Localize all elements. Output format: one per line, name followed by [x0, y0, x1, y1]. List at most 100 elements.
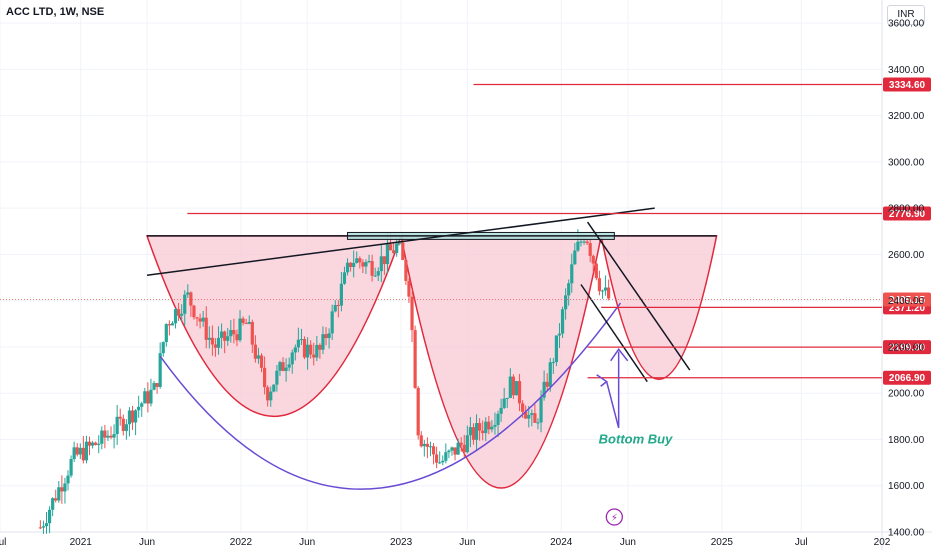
cup-shape-2	[400, 235, 603, 489]
candle-body	[545, 381, 549, 387]
candle-body	[256, 355, 261, 359]
candle-body	[173, 309, 178, 324]
candle-body	[484, 421, 488, 434]
candle-body	[453, 447, 457, 455]
price-level-tag	[883, 77, 931, 92]
candle-body	[327, 333, 331, 339]
candle-body	[345, 262, 350, 273]
candle-body	[312, 354, 316, 358]
y-tick-label: 3000.00	[888, 157, 925, 168]
candle-body	[97, 443, 101, 445]
candle-body	[456, 442, 460, 455]
y-tick-label: 2000.00	[888, 389, 925, 400]
candle-body	[109, 435, 113, 438]
candle-body	[137, 406, 141, 411]
cup-shape-1	[145, 235, 403, 417]
candle-body	[315, 344, 319, 358]
candle-body	[309, 344, 313, 355]
candle-body	[330, 311, 334, 334]
candle-body	[508, 376, 512, 398]
candle-body	[404, 259, 408, 281]
candle-body	[140, 403, 144, 407]
candle-body	[401, 242, 405, 260]
candle-body	[269, 391, 273, 401]
currency-button[interactable]: INR	[887, 5, 925, 25]
candle-body	[176, 309, 181, 316]
price-level-label: 2371.20	[889, 303, 926, 314]
candle-body	[419, 435, 423, 447]
candle-body	[195, 317, 199, 319]
candle-body	[392, 250, 396, 253]
y-tick-label: 3400.00	[888, 65, 925, 76]
candle-body	[474, 423, 479, 440]
candle-body	[438, 462, 442, 464]
candle-body	[444, 452, 448, 461]
candle-body	[339, 283, 343, 306]
candle-body	[376, 271, 380, 276]
candle-body	[579, 241, 583, 243]
candle-body	[238, 318, 242, 341]
candle-body	[266, 387, 270, 401]
candle-body	[106, 435, 110, 438]
candle-body	[164, 324, 168, 343]
candle-body	[223, 331, 227, 341]
candle-body	[450, 447, 454, 451]
candle-body	[81, 447, 85, 461]
up-arrow	[605, 351, 620, 429]
candle-body	[324, 334, 328, 339]
candle-body	[499, 407, 503, 414]
candle-body	[385, 244, 390, 265]
annotation-bottom-buy: Bottom Buy	[599, 431, 673, 446]
candle-body	[253, 344, 257, 359]
y-tick-label: 2400.00	[888, 296, 925, 307]
candle-body	[333, 304, 337, 312]
candle-body	[459, 442, 463, 445]
candle-body	[514, 381, 519, 396]
candle-body	[530, 413, 534, 416]
candle-body	[204, 317, 208, 340]
candle-body	[505, 397, 509, 399]
candle-body	[284, 367, 288, 371]
candle-body	[121, 418, 125, 431]
candle-body	[127, 410, 132, 425]
price-level-label: 2066.90	[889, 373, 926, 384]
candle-body	[364, 262, 368, 267]
candle-body	[57, 487, 61, 501]
candle-body	[66, 475, 70, 484]
trendline	[586, 221, 691, 371]
candle-body	[241, 318, 245, 323]
arrow-head	[610, 348, 629, 362]
candle-body	[557, 333, 562, 336]
candle-body	[152, 383, 156, 390]
candle-body	[219, 331, 224, 338]
y-tick-label: 3600.00	[888, 19, 925, 30]
candle-body	[496, 413, 500, 425]
big-cup-curve	[159, 302, 622, 490]
candle-body	[536, 422, 540, 424]
price-level-tag	[883, 340, 931, 355]
candle-body	[407, 280, 411, 297]
candle-body	[103, 430, 107, 438]
x-tick-label: 2021	[70, 537, 93, 548]
candle-body	[44, 523, 49, 527]
candle-body	[431, 446, 436, 455]
candle-body	[588, 243, 592, 256]
candle-body	[192, 305, 196, 318]
price-level-tag	[883, 206, 931, 221]
candle-body	[201, 317, 205, 322]
candle-body	[60, 487, 64, 492]
candle-body	[379, 256, 383, 272]
candle-body	[336, 304, 340, 306]
candle-body	[511, 376, 516, 396]
candle-body	[63, 483, 67, 492]
price-level-tag	[883, 370, 931, 385]
candle-body	[527, 415, 531, 419]
candle-body	[548, 362, 552, 387]
candle-body	[465, 435, 469, 453]
candle-body	[352, 262, 356, 268]
candle-body	[118, 416, 122, 419]
candle-body	[395, 243, 399, 253]
x-tick-label: 2023	[390, 537, 413, 548]
candle-body	[302, 339, 307, 358]
